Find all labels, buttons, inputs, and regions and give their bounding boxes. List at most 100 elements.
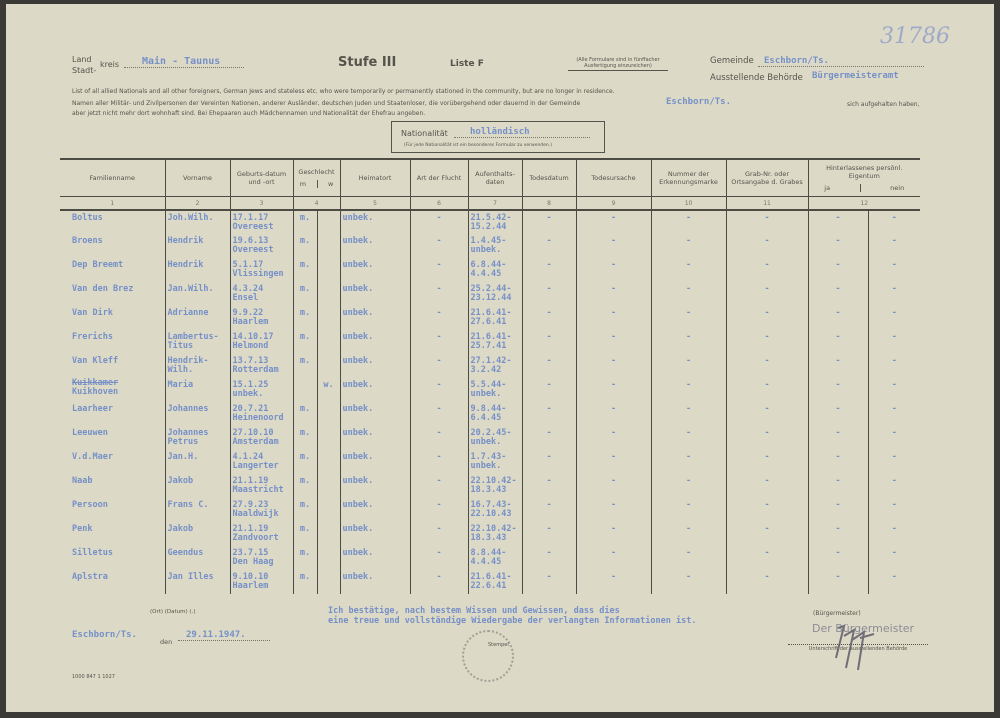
cell-death: - [521, 546, 577, 570]
cell-home: unbek. [339, 330, 411, 354]
gemeinde-value: Eschborn/Ts. [758, 56, 924, 67]
familienname: Kuikhoven [72, 387, 119, 397]
cell-aufenthaltsdaten: 27.1.42- 3.2.42 [467, 354, 523, 378]
cell-tag: - [650, 474, 727, 498]
cell-death: - [521, 570, 577, 594]
col-number: 7 [467, 196, 523, 211]
col-todesursache: Todesursache [575, 158, 652, 197]
form-code: 1000 847 1 1027 [72, 674, 115, 680]
col-w: w [327, 180, 334, 188]
table-row: Aplstra Jan Illes 9.10.10 Haarlem m. unbek. -2… [60, 570, 921, 594]
geburtsdatum: 15.1.25 [232, 380, 269, 390]
cell-grave: - [725, 426, 809, 450]
cell-grave: - [725, 234, 809, 258]
cell-ja: - [807, 426, 869, 450]
cell-geburtsdatum: 9.10.10 Haarlem [229, 570, 293, 594]
vorname: Jan Illes [167, 572, 214, 582]
cell-home: unbek. [339, 450, 411, 474]
aufenthalt-von: 21.5.42- [470, 213, 512, 223]
behoerde-value: Bürgermeisteramt [812, 71, 899, 81]
cell-aufenthaltsdaten: 6.8.44- 4.4.45 [467, 258, 523, 282]
table-header-row: Familienname Vorname Geburts-datum und -… [60, 158, 921, 197]
cell-vorname: Lambertus- Titus [164, 330, 230, 354]
col-geburtsdatum: Geburts-datum und -ort [229, 158, 293, 197]
cell-cause: - [575, 234, 652, 258]
confirmation-text: Ich bestätige, nach bestem Wissen und Ge… [328, 606, 696, 626]
cell-home: unbek. [339, 426, 411, 450]
cell-familienname: Dep Breemt [60, 258, 165, 282]
cell-vorname: Frans C. [164, 498, 230, 522]
col-number: 4 [292, 196, 341, 211]
geburtsort: Vlissingen [232, 269, 284, 279]
cell-death: - [521, 258, 577, 282]
geburtsort: Zandvoort [232, 533, 279, 543]
cell-m: m. [292, 498, 317, 522]
geburtsdatum: 21.1.19 [232, 524, 269, 534]
cell-grave: - [725, 450, 809, 474]
cell-geburtsdatum: 21.1.19 Zandvoort [229, 522, 293, 546]
col-todesdatum: Todesdatum [521, 158, 577, 197]
geburtsdatum: 19.6.13 [232, 236, 269, 246]
cell-vorname: Hendrik- Wilh. [164, 354, 230, 378]
cell-cause: - [575, 282, 652, 306]
table-row: Leeuwen Johannes Petrus 27.10.10 Amsterdam m.… [60, 426, 921, 450]
table-row: Silletus Geendus 23.7.15 Den Haag m. unbek. -8… [60, 546, 921, 570]
cell-tag: - [650, 522, 727, 546]
cell-flight: - [409, 498, 469, 522]
cell-vorname: Adrianne [164, 306, 230, 330]
cell-ja: - [807, 282, 869, 306]
aufenthalt-von: 22.10.42- [470, 524, 517, 534]
cell-m: m. [292, 570, 317, 594]
cell-m [292, 378, 317, 402]
aufenthalt-bis: unbek. [470, 389, 502, 399]
familienname: Leeuwen [72, 428, 108, 438]
cell-home: unbek. [339, 258, 411, 282]
familienname: Van Kleff [72, 356, 119, 366]
cell-w [316, 498, 341, 522]
cell-geburtsdatum: 14.10.17 Helmond [229, 330, 293, 354]
cell-vorname: Jakob [164, 522, 230, 546]
cell-cause: - [575, 258, 652, 282]
table-row: Kuikkamer Kuikhoven Maria 15.1.25 unbek. w. un… [60, 378, 921, 402]
cell-w: w. [316, 378, 341, 402]
cell-nein: - [867, 474, 921, 498]
familienname: Naab [72, 476, 93, 486]
cell-ja: - [807, 498, 869, 522]
aufenthalt-von: 1.4.45- [470, 236, 507, 246]
col-aufenthaltsdaten: Aufenthalts-daten [467, 158, 523, 197]
familienname: Van Dirk [72, 308, 113, 318]
cell-flight: - [409, 546, 469, 570]
cell-ja: - [807, 330, 869, 354]
cell-tag: - [650, 498, 727, 522]
cell-vorname: Jan Illes [164, 570, 230, 594]
cell-nein: - [867, 354, 921, 378]
instruction-note-line: (Alle Formulare sind in fünffacher [576, 57, 660, 63]
familienname: Persoon [72, 500, 108, 510]
cell-aufenthaltsdaten: 1.7.43- unbek. [467, 450, 523, 474]
intro-german-2: sich aufgehalten haben, [847, 101, 920, 108]
persons-table: Familienname Vorname Geburts-datum und -… [60, 158, 921, 594]
cell-home: unbek. [339, 354, 411, 378]
geburtsdatum: 4.1.24 [232, 452, 264, 462]
aufenthalt-von: 27.1.42- [470, 356, 512, 366]
geburtsort: Rotterdam [232, 365, 279, 375]
cell-tag: - [650, 234, 727, 258]
cell-flight: - [409, 522, 469, 546]
cell-grave: - [725, 498, 809, 522]
aufenthalt-bis: 23.12.44 [470, 293, 512, 303]
cell-home: unbek. [339, 498, 411, 522]
aufenthalt-von: 21.6.41- [470, 332, 512, 342]
cell-familienname: Van den Brez [60, 282, 165, 306]
aufenthalt-von: 9.8.44- [470, 404, 507, 414]
cell-familienname: Leeuwen [60, 426, 165, 450]
cell-vorname: Geendus [164, 546, 230, 570]
cell-m: m. [292, 210, 317, 234]
aufenthalt-bis: unbek. [470, 245, 502, 255]
geburtsort: Maastricht [232, 485, 284, 495]
intro-german-3: aber jetzt nicht mehr dort wohnhaft sind… [72, 110, 426, 117]
geburtsdatum: 13.7.13 [232, 356, 269, 366]
col-number: 5 [339, 196, 411, 211]
familienname: Laarheer [72, 404, 113, 414]
cell-aufenthaltsdaten: 1.4.45- unbek. [467, 234, 523, 258]
cell-w [316, 354, 341, 378]
